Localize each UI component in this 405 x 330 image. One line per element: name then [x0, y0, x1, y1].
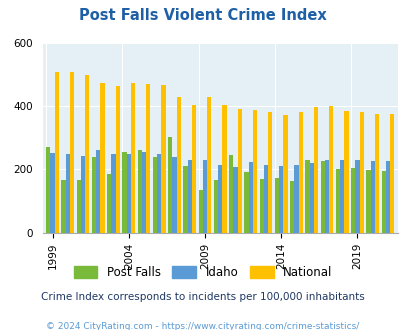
Bar	[96, 150, 100, 233]
Bar	[339, 160, 343, 233]
Bar	[228, 155, 233, 233]
Bar	[46, 147, 50, 233]
Bar	[176, 97, 181, 233]
Bar	[294, 165, 298, 233]
Bar	[187, 160, 192, 233]
Bar	[111, 154, 115, 233]
Bar	[283, 115, 287, 233]
Bar	[55, 72, 59, 233]
Bar	[324, 160, 328, 233]
Bar	[222, 105, 226, 233]
Bar	[66, 154, 70, 233]
Bar	[289, 181, 294, 233]
Bar	[183, 166, 187, 233]
Bar	[389, 114, 393, 233]
Bar	[298, 112, 302, 233]
Bar	[343, 111, 348, 233]
Bar	[320, 161, 324, 233]
Bar	[198, 190, 202, 233]
Bar	[354, 160, 359, 233]
Bar	[122, 152, 126, 233]
Bar	[172, 157, 176, 233]
Bar	[381, 171, 385, 233]
Bar	[141, 152, 146, 233]
Bar	[248, 162, 252, 233]
Bar	[115, 85, 119, 233]
Bar	[233, 167, 237, 233]
Bar	[107, 174, 111, 233]
Bar	[237, 109, 241, 233]
Bar	[146, 84, 150, 233]
Bar	[278, 166, 283, 233]
Bar	[313, 107, 318, 233]
Legend: Post Falls, Idaho, National: Post Falls, Idaho, National	[69, 262, 336, 284]
Bar	[153, 157, 157, 233]
Bar	[350, 168, 354, 233]
Bar	[385, 161, 389, 233]
Bar	[70, 72, 74, 233]
Bar	[305, 160, 309, 233]
Bar	[100, 83, 104, 233]
Bar	[217, 165, 222, 233]
Bar	[81, 156, 85, 233]
Bar	[274, 178, 278, 233]
Bar	[157, 154, 161, 233]
Bar	[50, 153, 55, 233]
Bar	[137, 150, 141, 233]
Text: Post Falls Violent Crime Index: Post Falls Violent Crime Index	[79, 8, 326, 23]
Bar	[374, 114, 378, 233]
Bar	[259, 179, 263, 233]
Bar	[328, 107, 333, 233]
Bar	[309, 163, 313, 233]
Text: Crime Index corresponds to incidents per 100,000 inhabitants: Crime Index corresponds to incidents per…	[41, 292, 364, 302]
Bar	[77, 181, 81, 233]
Bar	[207, 97, 211, 233]
Bar	[263, 165, 267, 233]
Bar	[92, 157, 96, 233]
Bar	[370, 161, 374, 233]
Bar	[168, 137, 172, 233]
Bar	[267, 113, 272, 233]
Bar	[365, 170, 370, 233]
Bar	[202, 160, 207, 233]
Bar	[192, 105, 196, 233]
Bar	[335, 169, 339, 233]
Bar	[61, 180, 66, 233]
Bar	[130, 83, 135, 233]
Bar	[252, 110, 256, 233]
Bar	[359, 113, 363, 233]
Bar	[213, 180, 217, 233]
Text: © 2024 CityRating.com - https://www.cityrating.com/crime-statistics/: © 2024 CityRating.com - https://www.city…	[46, 322, 359, 330]
Bar	[126, 154, 130, 233]
Bar	[244, 172, 248, 233]
Bar	[161, 85, 165, 233]
Bar	[85, 75, 89, 233]
